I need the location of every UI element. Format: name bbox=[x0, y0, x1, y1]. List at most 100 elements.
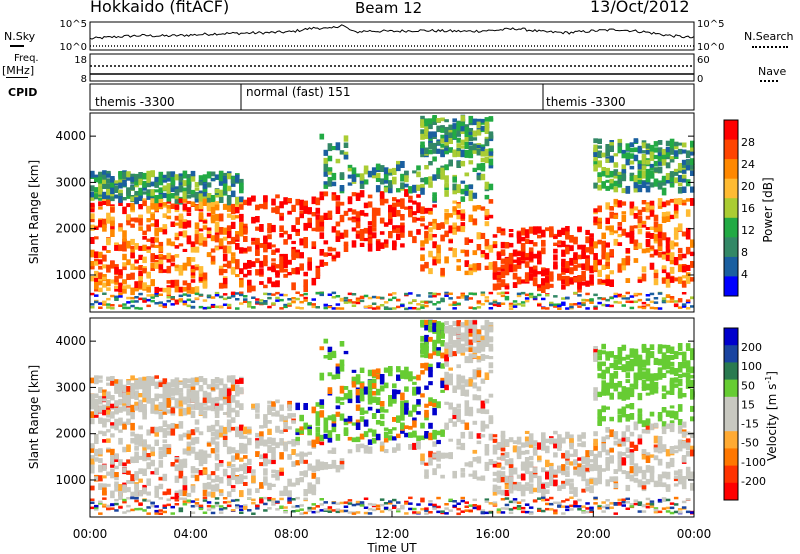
velocity-cell bbox=[198, 470, 204, 476]
velocity-cell bbox=[383, 438, 389, 443]
velocity-cell bbox=[379, 510, 385, 513]
velocity-cell bbox=[569, 434, 574, 442]
power-cell bbox=[347, 198, 353, 205]
power-cell bbox=[102, 173, 107, 182]
power-cell bbox=[182, 170, 188, 179]
power-cell bbox=[235, 274, 240, 278]
nave-ytick-bottom: 0 bbox=[697, 74, 703, 85]
velocity-cell bbox=[154, 404, 159, 412]
velocity-cell bbox=[235, 387, 240, 392]
ytick-label: 4000 bbox=[55, 129, 86, 143]
velocity-cell bbox=[400, 400, 405, 408]
velocity-cell bbox=[532, 446, 538, 452]
power-cell bbox=[633, 213, 639, 219]
velocity-cell bbox=[307, 451, 312, 455]
velocity-cell bbox=[158, 411, 164, 420]
velocity-cell bbox=[613, 359, 619, 366]
velocity-cell bbox=[142, 409, 147, 413]
velocity-cell bbox=[396, 389, 401, 395]
velocity-cell bbox=[416, 386, 421, 395]
velocity-cell bbox=[126, 386, 131, 393]
power-cell bbox=[633, 239, 639, 247]
velocity-cell bbox=[436, 347, 441, 351]
power-cell bbox=[440, 125, 445, 129]
velocity-cell bbox=[585, 478, 590, 487]
power-cell bbox=[130, 202, 135, 211]
velocity-cell bbox=[170, 423, 176, 429]
velocity-cell bbox=[98, 464, 103, 470]
power-cell bbox=[186, 189, 192, 195]
power-cell bbox=[319, 293, 324, 297]
power-cell bbox=[545, 307, 550, 310]
velocity-cell bbox=[625, 363, 631, 372]
power-cell bbox=[210, 248, 216, 253]
velocity-cell bbox=[214, 441, 220, 447]
power-cell bbox=[291, 300, 296, 303]
power-cell bbox=[214, 221, 220, 227]
velocity-cell bbox=[537, 486, 542, 492]
velocity-cell bbox=[138, 393, 143, 398]
power-cell bbox=[134, 174, 139, 182]
power-ylabel: Slant Range [km] bbox=[27, 160, 41, 264]
power-cell bbox=[303, 285, 308, 292]
velocity-cell bbox=[247, 429, 252, 434]
power-cell bbox=[106, 297, 111, 301]
velocity-cell bbox=[593, 496, 598, 500]
velocity-cell bbox=[432, 507, 437, 510]
power-cell bbox=[649, 245, 655, 250]
power-cell bbox=[681, 232, 687, 236]
velocity-cell bbox=[251, 475, 256, 483]
power-cell bbox=[645, 238, 651, 246]
power-cell bbox=[488, 151, 494, 156]
velocity-cell bbox=[625, 360, 631, 365]
velocity-cell bbox=[202, 499, 208, 502]
power-cell bbox=[537, 293, 542, 297]
power-cell bbox=[532, 253, 538, 259]
power-cell bbox=[142, 200, 147, 207]
power-cell bbox=[541, 285, 546, 293]
velocity-cell bbox=[174, 475, 180, 479]
power-cell bbox=[613, 162, 619, 168]
power-cell bbox=[150, 200, 155, 204]
power-cell bbox=[520, 255, 526, 261]
velocity-cell bbox=[166, 392, 172, 398]
velocity-cell bbox=[186, 383, 192, 389]
power-cell bbox=[222, 263, 228, 268]
power-cell bbox=[420, 217, 425, 222]
velocity-cell bbox=[154, 439, 159, 446]
power-cell bbox=[420, 223, 425, 227]
power-cell bbox=[432, 115, 437, 121]
velocity-cell bbox=[94, 449, 99, 457]
power-cell bbox=[166, 189, 172, 195]
power-cell bbox=[537, 284, 542, 288]
power-cell bbox=[665, 140, 671, 147]
velocity-cell bbox=[146, 478, 151, 486]
power-cell bbox=[291, 250, 296, 258]
power-cell bbox=[637, 170, 643, 177]
velocity-cell bbox=[190, 466, 196, 470]
velocity-cell bbox=[561, 512, 566, 515]
power-cell bbox=[605, 252, 610, 259]
velocity-cell bbox=[178, 392, 184, 398]
nsky-ytick-top: 10^5 bbox=[60, 19, 87, 30]
velocity-cell bbox=[243, 506, 248, 509]
velocity-cell bbox=[484, 355, 490, 359]
power-cell bbox=[669, 172, 675, 180]
velocity-cell bbox=[436, 457, 441, 462]
power-cell bbox=[468, 193, 474, 202]
power-cell bbox=[359, 210, 365, 216]
velocity-cell bbox=[146, 444, 151, 450]
velocity-cell bbox=[484, 424, 490, 429]
power-cell bbox=[601, 167, 606, 171]
velocity-cell bbox=[210, 438, 216, 445]
velocity-cell bbox=[182, 432, 188, 438]
velocity-cell bbox=[283, 422, 288, 430]
velocity-cell bbox=[448, 344, 453, 349]
power-cell bbox=[235, 207, 240, 214]
velocity-cell bbox=[500, 444, 506, 452]
power-cell bbox=[553, 261, 558, 269]
velocity-cell bbox=[593, 431, 598, 437]
power-cell bbox=[569, 267, 574, 275]
power-cell bbox=[677, 142, 683, 146]
power-cell bbox=[585, 247, 590, 253]
